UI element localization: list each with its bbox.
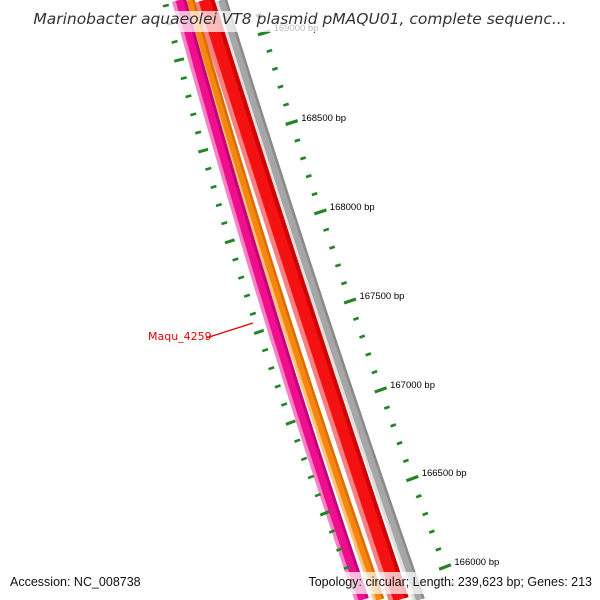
- ring-slot-gray[interactable]: [215, 0, 425, 600]
- sequence-title: Marinobacter aquaeolei VT8 plasmid pMAQU…: [33, 10, 567, 28]
- ring-slot-magenta[interactable]: [172, 0, 369, 600]
- statusbar-backdrop: [0, 572, 600, 594]
- sequence-info-text: Topology: circular; Length: 239,623 bp; …: [308, 575, 592, 589]
- ring-slot-red[interactable]: [194, 0, 409, 600]
- accession-text: Accession: NC_008738: [10, 575, 141, 589]
- feature-label[interactable]: Maqu_4259: [148, 330, 212, 343]
- feature-leader-line: [205, 322, 254, 339]
- status-bar: Accession: NC_008738 Topology: circular;…: [0, 574, 600, 590]
- title-backdrop: [0, 11, 600, 32]
